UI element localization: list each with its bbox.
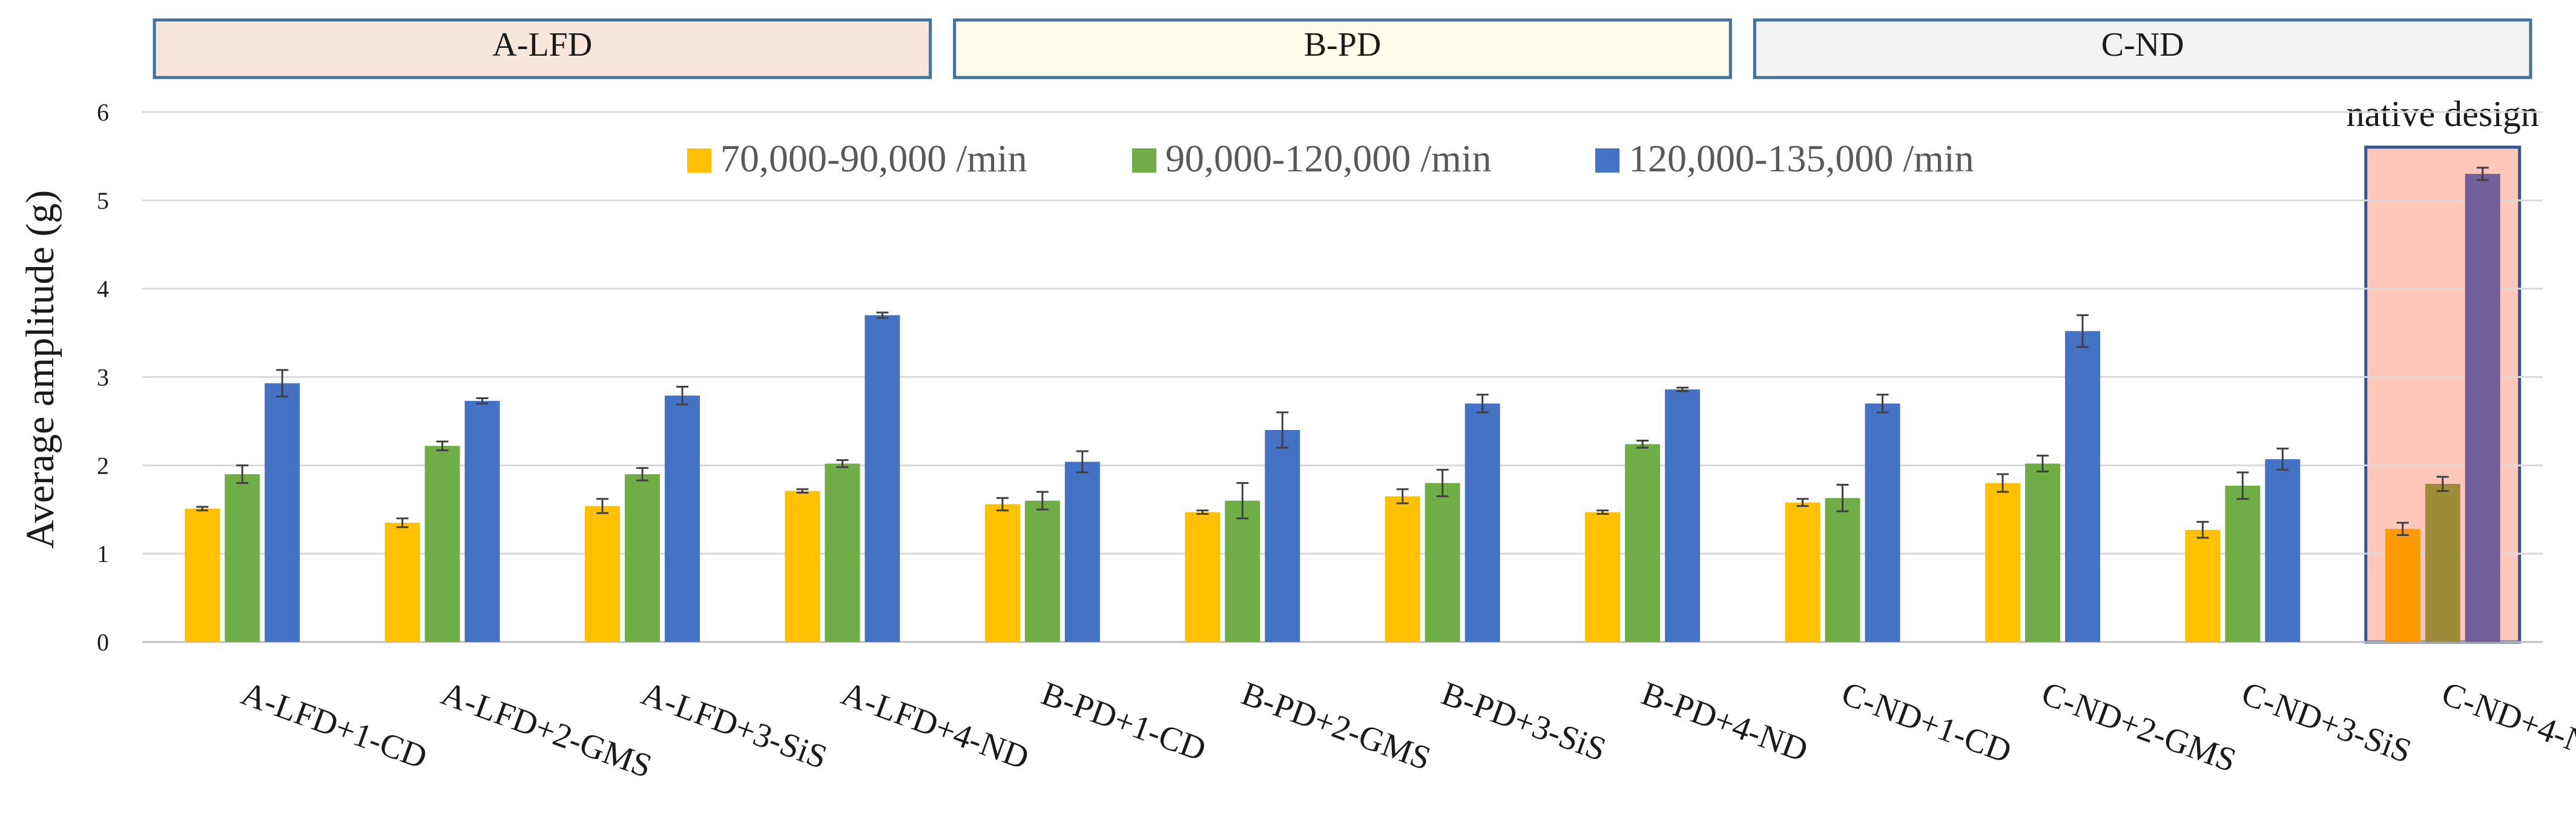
group-banner-a-lfd (153, 18, 932, 79)
y-axis: 0 1 2 3 4 5 6 (97, 99, 109, 656)
group-banner-label: C-ND (2101, 26, 2184, 64)
group-banner-b-pd (953, 18, 1732, 79)
group-banner-label: A-LFD (492, 26, 592, 64)
legend-swatch (687, 148, 711, 173)
gridlines (142, 111, 2543, 643)
bar-series-2 (625, 474, 660, 642)
x-tick-label: A-LFD+2-GMS (436, 675, 657, 786)
bar-series-2 (825, 463, 860, 642)
x-tick-label: A-LFD+4-ND (837, 675, 1034, 777)
y-tick-label: 3 (97, 364, 109, 391)
bar-series-2 (424, 446, 460, 642)
x-tick-label: C-ND+4-ND (2437, 675, 2576, 771)
bar-series-2 (225, 474, 260, 642)
bar-series-2 (1825, 498, 1860, 642)
x-tick-label: B-PD+1-CD (1036, 675, 1211, 769)
y-tick-label: 1 (97, 540, 109, 567)
highlight-label: native design (2347, 94, 2539, 134)
bar-series-3 (2465, 174, 2500, 642)
bar-series-1 (185, 508, 220, 642)
legend-label: 90,000-120,000 /min (1165, 137, 1492, 180)
bar-series-3 (1064, 462, 1100, 642)
bar-series-2 (2425, 483, 2460, 642)
x-tick-label: B-PD+3-SiS (1437, 675, 1611, 769)
bar-series-3 (1265, 430, 1300, 642)
error-bars (196, 167, 2489, 539)
x-tick-label: C-ND+3-SiS (2237, 675, 2417, 770)
bar-series-3 (464, 400, 500, 642)
legend-label: 120,000-135,000 /min (1629, 137, 1974, 180)
legend: 70,000-90,000 /min 90,000-120,000 /min 120… (687, 137, 1974, 180)
bar-series-1 (1785, 502, 1820, 642)
legend-swatch (1595, 148, 1619, 173)
bar-series-1 (585, 506, 621, 642)
x-tick-label: B-PD+2-GMS (1237, 675, 1436, 778)
bar-series-1 (984, 504, 1020, 642)
x-tick-label: B-PD+4-ND (1636, 675, 1813, 769)
y-tick-label: 5 (97, 187, 109, 214)
bar-series-2 (2024, 463, 2060, 642)
x-tick-label: A-LFD+3-SiS (636, 675, 832, 776)
bar-series-3 (1865, 403, 1900, 642)
bar-series-1 (2185, 529, 2221, 642)
bar-series-2 (2225, 485, 2261, 642)
bar-series-2 (1625, 444, 1661, 642)
bar-series-2 (1425, 483, 1460, 642)
bar-series-2 (1024, 500, 1060, 642)
bar-series-1 (384, 523, 420, 642)
bar-series-2 (1225, 500, 1260, 642)
bar-series-1 (1985, 483, 2020, 642)
group-banner-c-nd (1753, 18, 2532, 79)
bar-series-1 (1185, 512, 1220, 642)
group-banners: A-LFD B-PD C-ND (153, 18, 2532, 79)
bar-series-1 (1585, 512, 1621, 642)
bar-series-1 (785, 491, 820, 642)
legend-swatch (1132, 148, 1156, 173)
y-tick-label: 0 (97, 629, 109, 656)
group-banner-label: B-PD (1304, 26, 1382, 64)
bar-series-3 (2265, 459, 2301, 642)
bar-series-3 (265, 383, 300, 642)
y-tick-label: 4 (97, 276, 109, 303)
bar-series-3 (665, 395, 700, 642)
bar-series-3 (865, 315, 900, 642)
y-tick-label: 2 (97, 452, 109, 479)
bar-series-3 (1464, 403, 1500, 642)
x-tick-label: A-LFD+1-CD (237, 675, 432, 776)
y-tick-label: 6 (97, 99, 109, 126)
legend-label: 70,000-90,000 /min (720, 137, 1027, 180)
bars (185, 174, 2500, 642)
bar-series-1 (2385, 529, 2420, 642)
x-tick-label: C-ND+2-GMS (2037, 675, 2241, 779)
x-tick-label: C-ND+1-CD (1837, 675, 2016, 770)
y-axis-title: Average amplitude (g) (18, 190, 62, 549)
bar-series-1 (1385, 496, 1420, 642)
bar-series-3 (2064, 331, 2100, 642)
bar-series-3 (1665, 389, 1701, 642)
